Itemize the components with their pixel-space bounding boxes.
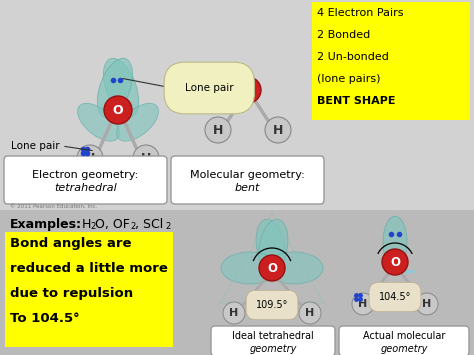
Ellipse shape [221,252,279,284]
Circle shape [382,249,408,275]
Text: 4 Electron Pairs: 4 Electron Pairs [317,8,403,18]
Text: due to repulsion: due to repulsion [10,287,133,300]
Text: O: O [113,104,123,116]
Text: H: H [422,299,432,309]
Text: O: O [267,262,277,274]
Ellipse shape [97,58,133,118]
Text: Molecular geometry:: Molecular geometry: [190,170,305,180]
Text: 104.5°: 104.5° [379,292,411,302]
Text: To 104.5°: To 104.5° [10,312,80,325]
Text: © 2011 Pearson Education, Inc.: © 2011 Pearson Education, Inc. [10,204,97,209]
Ellipse shape [103,58,139,118]
Text: H: H [141,152,151,164]
Text: bent: bent [235,183,260,193]
Ellipse shape [259,219,288,275]
Text: reduced a little more: reduced a little more [10,262,168,275]
Circle shape [299,302,321,324]
Circle shape [259,255,285,281]
Text: O: O [390,256,400,268]
Circle shape [205,117,231,143]
Text: Electron geometry:: Electron geometry: [32,170,138,180]
Text: Bond angles are: Bond angles are [10,237,131,250]
Ellipse shape [383,216,407,268]
Ellipse shape [117,103,158,141]
Bar [0,210,474,355]
Text: O, OF: O, OF [95,218,130,231]
Ellipse shape [265,252,323,284]
Circle shape [104,96,132,124]
FancyBboxPatch shape [171,156,324,204]
Text: tetrahedral: tetrahedral [54,183,117,193]
Text: O: O [243,83,253,97]
Text: 2: 2 [130,222,135,231]
Ellipse shape [256,219,285,275]
Circle shape [223,302,245,324]
Text: 109.5°: 109.5° [256,300,288,310]
Text: (lone pairs): (lone pairs) [317,74,381,84]
Text: H: H [85,152,95,164]
Text: Ideal tetrahedral: Ideal tetrahedral [232,331,314,341]
Text: geometry: geometry [249,344,297,354]
Text: H: H [229,308,238,318]
Text: 2: 2 [165,222,170,231]
Text: Lone pair: Lone pair [11,141,60,151]
Text: Actual molecular: Actual molecular [363,331,445,341]
Text: 2: 2 [90,222,95,231]
Circle shape [416,293,438,315]
Text: H: H [273,124,283,137]
Text: 2 Bonded: 2 Bonded [317,30,370,40]
FancyBboxPatch shape [5,232,173,347]
Text: geometry: geometry [380,344,428,354]
Circle shape [133,145,159,171]
Text: H: H [358,299,368,309]
Circle shape [265,117,291,143]
Text: 2 Un-bonded: 2 Un-bonded [317,52,389,62]
Text: H: H [213,124,223,137]
Text: Examples:: Examples: [10,218,82,231]
Circle shape [235,77,261,103]
Text: BENT SHAPE: BENT SHAPE [317,96,395,106]
FancyBboxPatch shape [339,326,469,355]
Text: H: H [305,308,315,318]
Circle shape [77,145,103,171]
FancyBboxPatch shape [211,326,335,355]
Text: H: H [82,218,91,231]
Text: Lone pair: Lone pair [185,83,234,93]
FancyBboxPatch shape [312,2,470,120]
Ellipse shape [78,103,119,141]
Circle shape [352,293,374,315]
Bar [0,0,474,210]
FancyBboxPatch shape [4,156,167,204]
Text: , SCl: , SCl [135,218,163,231]
